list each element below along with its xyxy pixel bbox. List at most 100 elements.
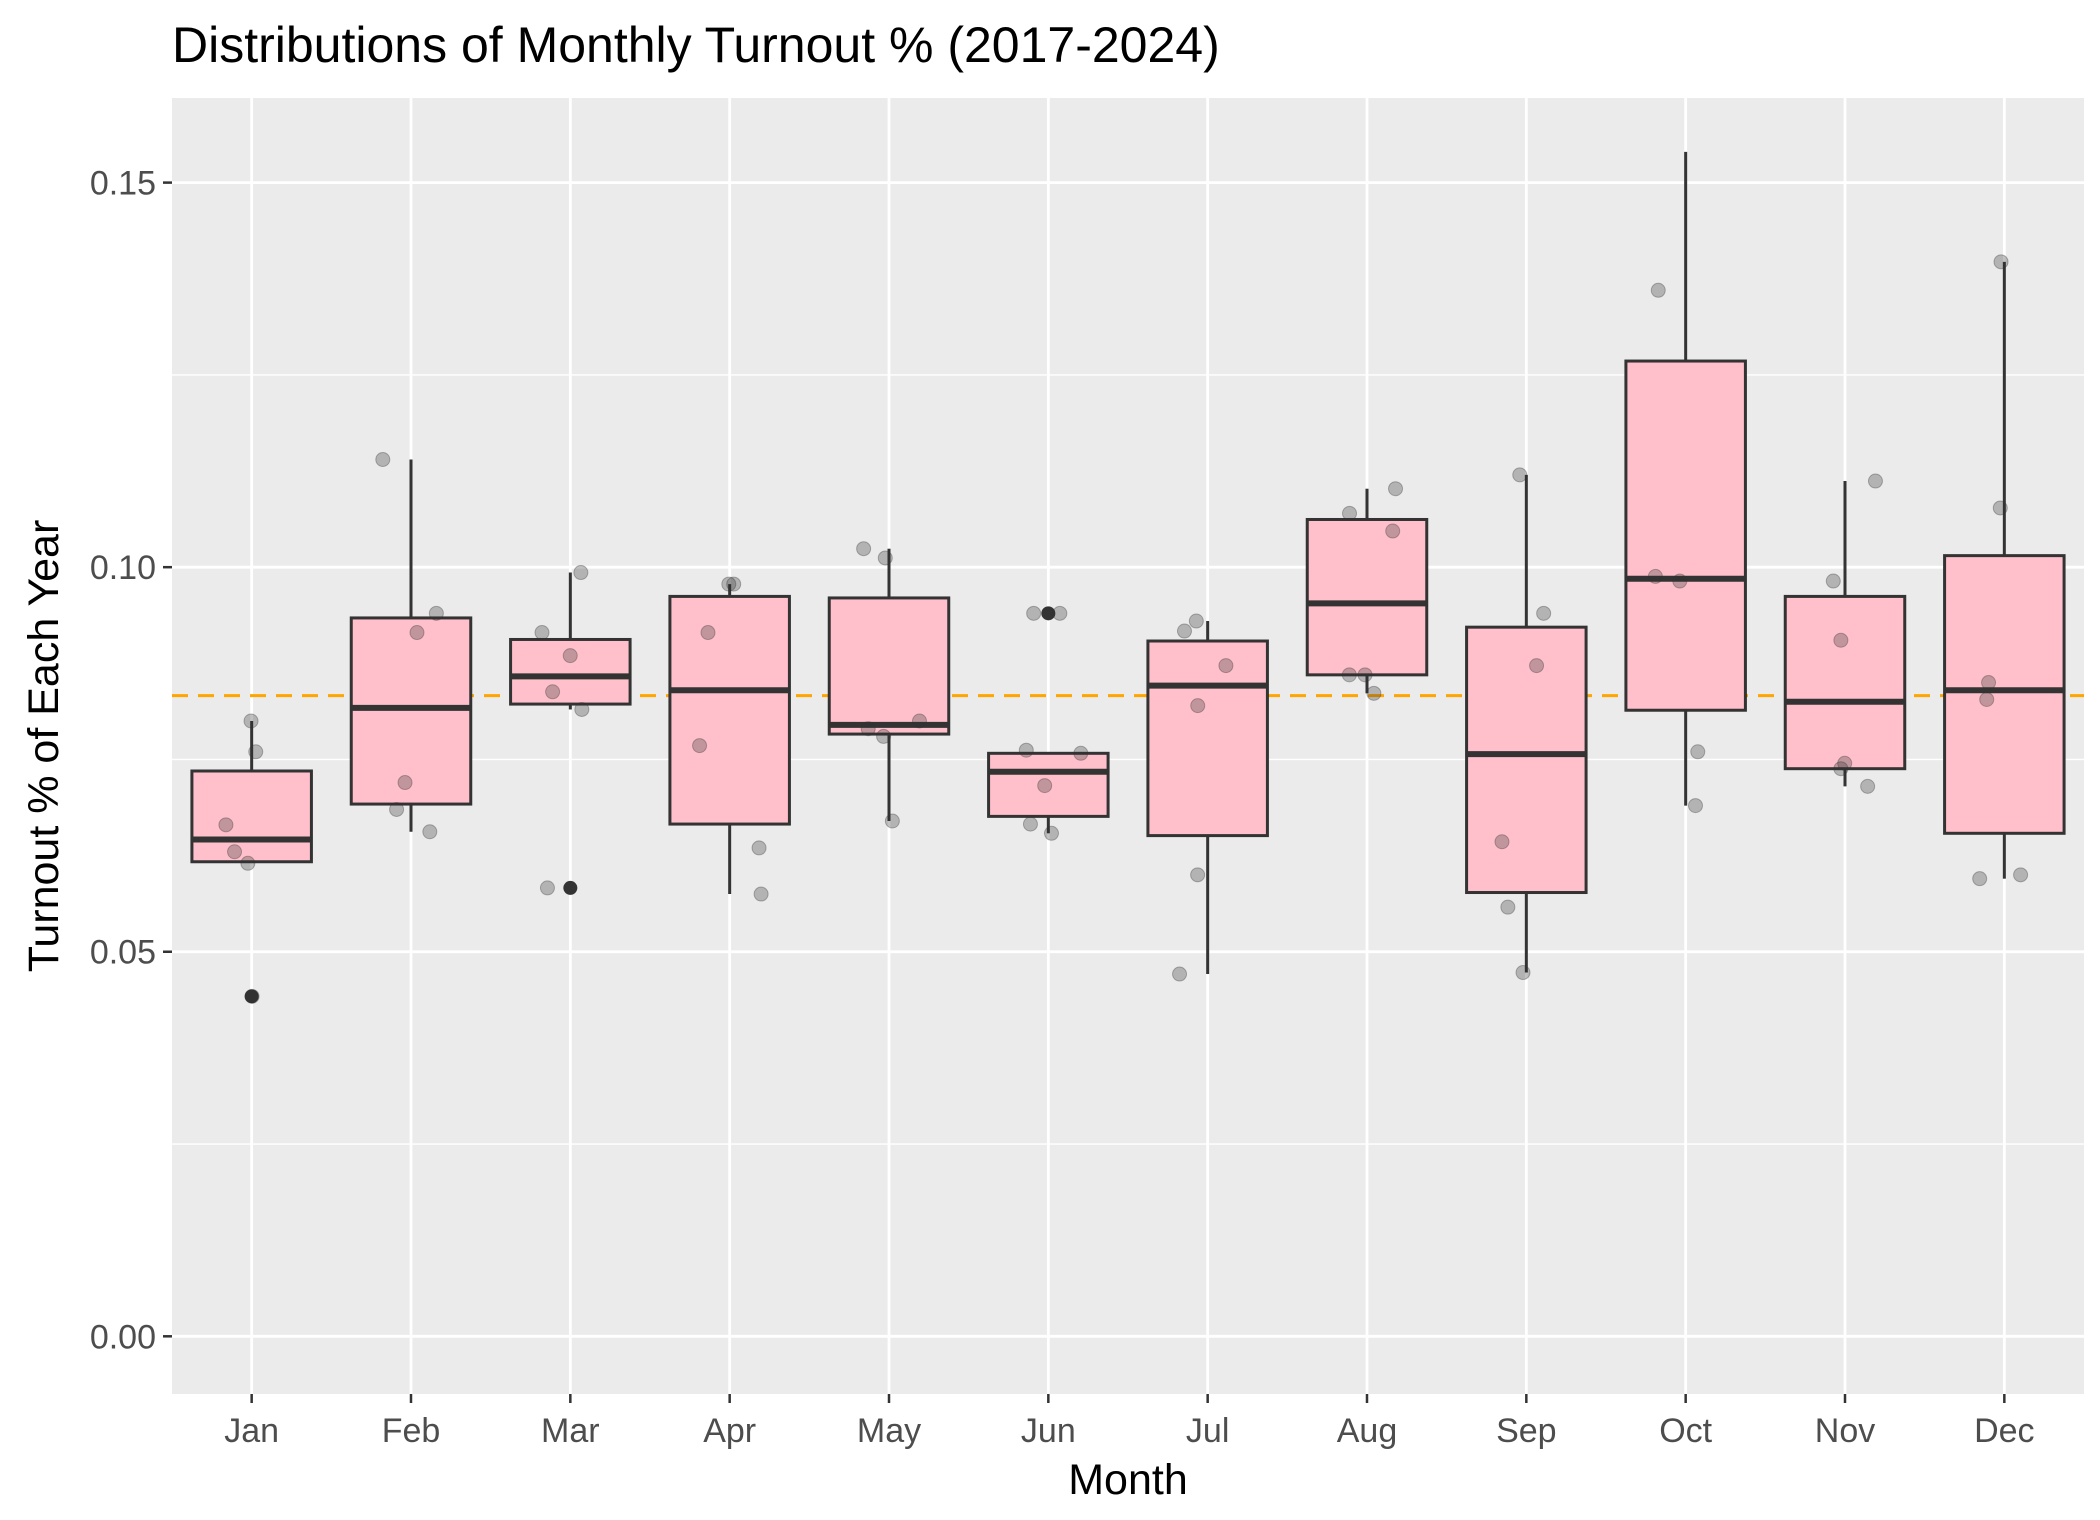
- jitter-point: [1500, 899, 1516, 915]
- jitter-point: [248, 744, 264, 760]
- y-tick-label: 0.05: [90, 934, 156, 972]
- box-jul: [1146, 621, 1269, 975]
- jitter-point: [218, 817, 234, 833]
- jitter-point: [860, 721, 876, 737]
- boxplots: [190, 151, 2066, 1004]
- y-axis-title: Turnout % of Each Year: [20, 520, 68, 973]
- jitter-point: [1342, 505, 1358, 521]
- jitter-point: [244, 988, 260, 1004]
- jitter-point: [1026, 605, 1042, 621]
- jitter-point: [1172, 966, 1188, 982]
- jitter-point: [1190, 867, 1206, 883]
- jitter-point: [1979, 691, 1995, 707]
- jitter-point: [1388, 481, 1404, 497]
- box-body: [1305, 517, 1429, 677]
- box-body: [668, 594, 791, 826]
- x-tick-label: Aug: [1337, 1412, 1398, 1450]
- jitter-point: [911, 713, 927, 729]
- box-jun: [987, 606, 1110, 834]
- box-body: [1783, 594, 1907, 771]
- jitter-point: [1650, 282, 1666, 298]
- jitter-point: [700, 625, 716, 641]
- box-jan: [190, 721, 313, 1004]
- jitter-point: [1529, 658, 1545, 674]
- jitter-point: [1972, 871, 1988, 887]
- x-tick-label: Feb: [382, 1412, 441, 1450]
- x-tick-label: Nov: [1815, 1412, 1875, 1450]
- x-axis-title: Month: [1068, 1456, 1188, 1504]
- jitter-point: [227, 844, 243, 860]
- jitter-point: [1512, 467, 1528, 483]
- x-tick-label: Jun: [1021, 1412, 1076, 1450]
- y-axis: 0.00 0.05 0.10 0.15: [90, 165, 172, 1356]
- jitter-point: [240, 855, 256, 871]
- x-tick-label: Sep: [1496, 1412, 1557, 1450]
- outlier-point: [244, 989, 259, 1004]
- x-tick-label: Jan: [224, 1412, 279, 1450]
- jitter-point: [884, 813, 900, 829]
- data-points: [218, 254, 2029, 1004]
- box-aug: [1305, 488, 1429, 694]
- jitter-point: [751, 840, 767, 856]
- jitter-point: [1052, 605, 1068, 621]
- jitter-point: [1190, 698, 1206, 714]
- jitter-point: [409, 625, 425, 641]
- box-feb: [349, 459, 473, 832]
- box-may: [827, 548, 951, 821]
- x-tick-label: Dec: [1974, 1412, 2034, 1450]
- jitter-point: [534, 625, 550, 641]
- jitter-point: [574, 701, 590, 717]
- jitter-point: [753, 886, 769, 902]
- jitter-point: [876, 728, 892, 744]
- box-apr: [668, 584, 791, 895]
- jitter-point: [1672, 573, 1688, 589]
- jitter-point: [877, 550, 893, 566]
- box-sep: [1465, 474, 1588, 973]
- jitter-point: [1981, 675, 1997, 691]
- jitter-point: [1867, 473, 1883, 489]
- jitter-point: [397, 775, 413, 791]
- jitter-point: [692, 738, 708, 754]
- jitter-point: [428, 605, 444, 621]
- jitter-point: [1037, 778, 1053, 794]
- jitter-point: [1825, 573, 1841, 589]
- box-oct: [1624, 151, 1747, 806]
- jitter-point: [1993, 254, 2009, 270]
- box-body: [349, 616, 473, 806]
- jitter-point: [1357, 667, 1373, 683]
- jitter-point: [545, 684, 561, 700]
- jitter-point: [1536, 605, 1552, 621]
- jitter-point: [375, 451, 391, 467]
- jitter-point: [1018, 742, 1034, 758]
- jitter-point: [243, 713, 259, 729]
- jitter-point: [1837, 755, 1853, 771]
- jitter-point: [726, 576, 742, 592]
- jitter-point: [721, 576, 737, 592]
- jitter-point: [856, 541, 872, 557]
- jitter-point: [1647, 568, 1663, 584]
- chart-title: Distributions of Monthly Turnout % (2017…: [172, 17, 1220, 73]
- jitter-point: [389, 801, 405, 817]
- jitter-point: [562, 648, 578, 664]
- box-body: [190, 769, 313, 864]
- box-body: [1465, 625, 1588, 895]
- jitter-point: [1833, 632, 1849, 648]
- plot-panel: [172, 98, 2084, 1394]
- jitter-point: [1188, 613, 1204, 629]
- box-dec: [1943, 261, 2066, 879]
- box-body: [1624, 359, 1747, 712]
- jitter-point: [1366, 685, 1382, 701]
- jitter-point: [1690, 744, 1706, 760]
- x-tick-label: Oct: [1659, 1412, 1712, 1450]
- box-body: [509, 637, 632, 706]
- box-body: [1943, 554, 2066, 835]
- jitter-point: [573, 565, 589, 581]
- jitter-point: [1833, 761, 1849, 777]
- jitter-point: [1515, 965, 1531, 981]
- x-tick-label: Apr: [703, 1412, 756, 1450]
- x-tick-label: May: [857, 1412, 921, 1450]
- jitter-point: [422, 824, 438, 840]
- jitter-point: [1860, 778, 1876, 794]
- grid-minor: [172, 374, 2084, 1145]
